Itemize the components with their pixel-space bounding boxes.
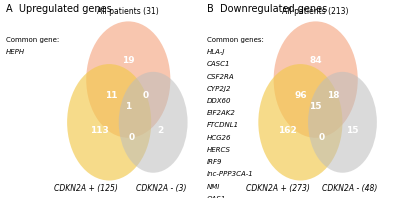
Text: CASC1: CASC1 [207, 61, 230, 67]
Text: 113: 113 [90, 126, 109, 135]
Text: 96: 96 [294, 91, 307, 100]
Text: 15: 15 [310, 102, 322, 111]
Text: 15: 15 [346, 126, 358, 135]
Text: HEPH: HEPH [6, 49, 25, 55]
Text: 2: 2 [158, 126, 164, 135]
Text: 19: 19 [122, 56, 135, 65]
Text: 0: 0 [318, 133, 324, 142]
Text: FTCDNL1: FTCDNL1 [207, 123, 239, 129]
Text: 84: 84 [309, 56, 322, 65]
Text: CYP2J2: CYP2J2 [207, 86, 231, 92]
Text: B  Downregulated genes: B Downregulated genes [207, 4, 327, 14]
Text: 0: 0 [142, 91, 148, 100]
Text: CSF2RA: CSF2RA [207, 74, 234, 80]
Ellipse shape [258, 64, 342, 181]
Text: HLA-J: HLA-J [207, 49, 225, 55]
Text: Common genes:: Common genes: [207, 37, 264, 43]
Text: CDKN2A - (3): CDKN2A - (3) [136, 184, 186, 193]
Text: HCG26: HCG26 [207, 135, 231, 141]
Text: All patients (31): All patients (31) [98, 7, 159, 16]
Text: All patients (213): All patients (213) [282, 7, 349, 16]
Text: CDKN2A - (48): CDKN2A - (48) [322, 184, 378, 193]
Ellipse shape [67, 64, 151, 181]
Text: NMI: NMI [207, 184, 220, 190]
Text: 0: 0 [129, 133, 135, 142]
Text: DDX60: DDX60 [207, 98, 231, 104]
Text: OAS1: OAS1 [207, 196, 226, 198]
Text: HERCS: HERCS [207, 147, 231, 153]
Text: EIF2AK2: EIF2AK2 [207, 110, 236, 116]
Text: A  Upregulated genes: A Upregulated genes [6, 4, 112, 14]
Ellipse shape [86, 21, 170, 138]
Ellipse shape [274, 21, 358, 138]
Text: IRF9: IRF9 [207, 159, 222, 165]
Ellipse shape [308, 72, 377, 173]
Text: 1: 1 [125, 102, 132, 111]
Text: CDKN2A + (125): CDKN2A + (125) [54, 184, 118, 193]
Text: CDKN2A + (273): CDKN2A + (273) [246, 184, 309, 193]
Text: 18: 18 [327, 91, 339, 100]
Text: lnc-PPP3CA-1: lnc-PPP3CA-1 [207, 171, 254, 177]
Text: 11: 11 [105, 91, 117, 100]
Text: 162: 162 [278, 126, 296, 135]
Text: Common gene:: Common gene: [6, 37, 59, 43]
Ellipse shape [119, 72, 188, 173]
